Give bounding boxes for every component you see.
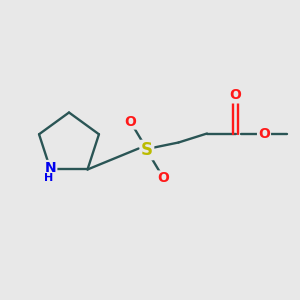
Text: O: O [158, 172, 169, 185]
Text: N: N [45, 161, 56, 175]
Text: O: O [258, 127, 270, 140]
Text: O: O [230, 88, 242, 102]
Text: O: O [124, 115, 136, 128]
Text: H: H [44, 173, 54, 183]
Text: S: S [141, 141, 153, 159]
